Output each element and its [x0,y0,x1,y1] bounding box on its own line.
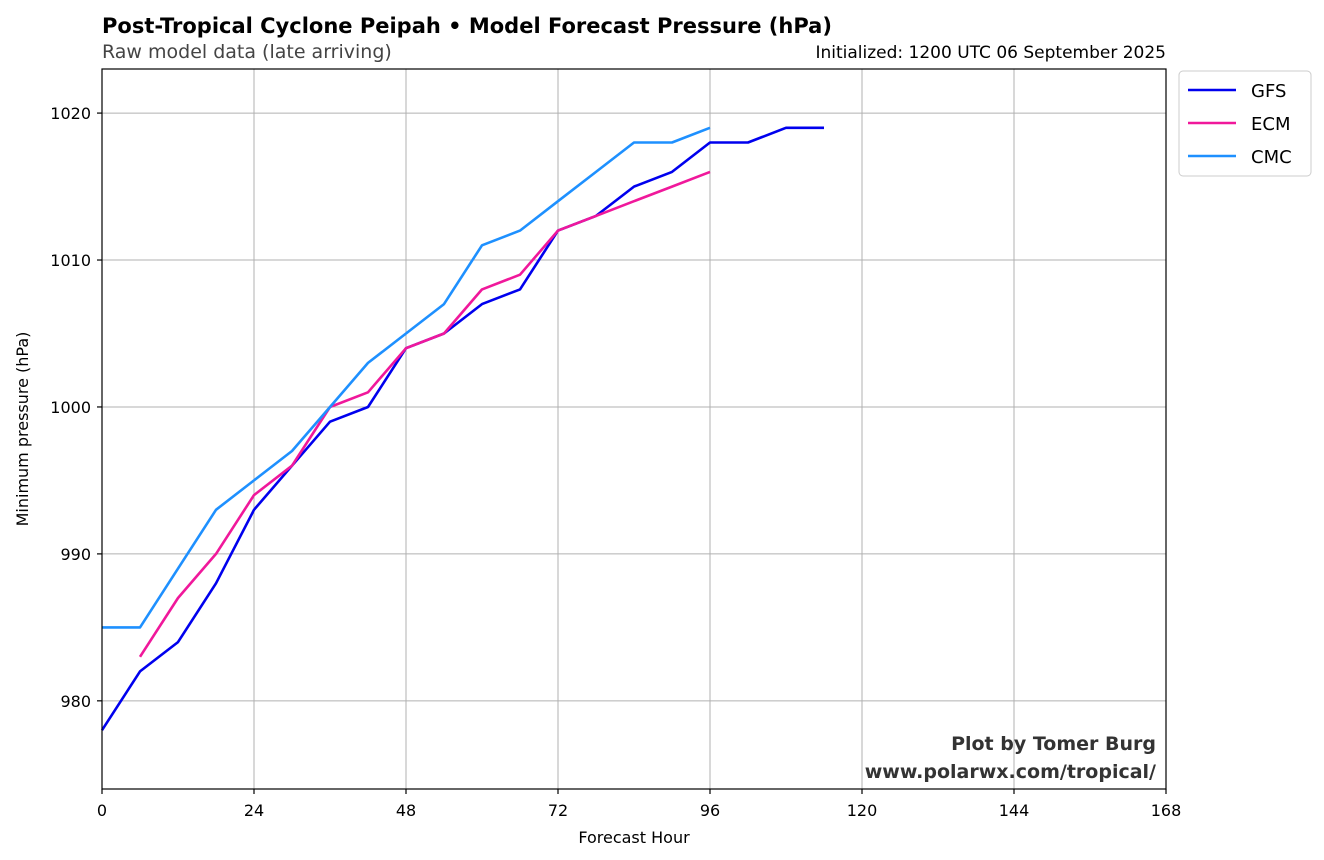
x-tick-label: 48 [396,801,416,820]
plot-area-frame [101,68,1167,790]
y-tick-label: 980 [60,692,91,711]
series-lines [100,126,824,731]
x-tick-label: 144 [999,801,1030,820]
series-line-cmc [102,126,711,629]
y-tick-label: 990 [60,545,91,564]
y-tick-label: 1020 [50,104,91,123]
y-tick-label: 1010 [50,251,91,270]
legend: GFS ECM CMC [1178,70,1312,177]
x-tick-label: 120 [847,801,878,820]
legend-label-ecm: ECM [1251,114,1290,135]
y-axis-ticks: 980 990 1000 1010 1020 [50,104,102,711]
x-axis-ticks: 0 24 48 72 96 120 144 168 [97,789,1181,820]
x-tick-label: 96 [700,801,720,820]
legend-box [1178,70,1312,177]
grid-lines [101,69,1167,789]
legend-label-gfs: GFS [1251,81,1286,102]
credit-author: Plot by Tomer Burg [951,733,1156,755]
legend-label-cmc: CMC [1251,147,1292,168]
series-line-gfs [100,126,824,731]
x-tick-label: 72 [548,801,568,820]
x-axis-label: Forecast Hour [578,828,690,847]
credit-url: www.polarwx.com/tropical/ [865,761,1156,783]
y-axis-label: Minimum pressure (hPa) [13,332,32,527]
init-time-label: Initialized: 1200 UTC 06 September 2025 [815,43,1166,63]
y-tick-label: 1000 [50,398,91,417]
x-tick-label: 24 [244,801,264,820]
chart-subtitle: Raw model data (late arriving) [102,41,392,63]
x-tick-label: 0 [97,801,107,820]
chart-title: Post-Tropical Cyclone Peipah • Model For… [102,14,832,38]
series-line-ecm [138,170,711,658]
x-tick-label: 168 [1151,801,1182,820]
